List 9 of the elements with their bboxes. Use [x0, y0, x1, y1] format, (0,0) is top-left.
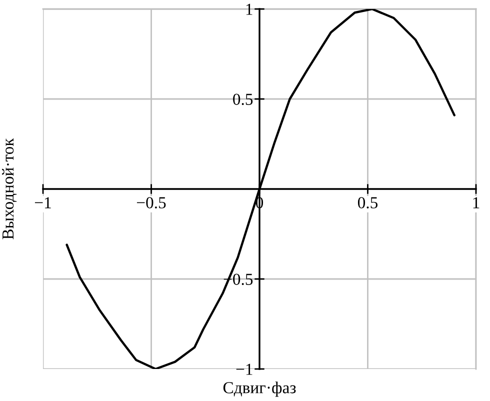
- x-tick-label: 0.5: [358, 197, 378, 208]
- y-tick-label: 1: [246, 4, 252, 15]
- y-tick-label: −1: [236, 364, 252, 375]
- x-tick-label: −1: [34, 197, 51, 208]
- x-tick-label: −0.5: [136, 197, 166, 208]
- x-axis-title: Сдвиг·фаз: [223, 382, 296, 397]
- y-tick-label: 0.5: [233, 94, 253, 106]
- y-axis-title: Выходной·ток: [2, 138, 17, 240]
- x-tick-label: 1: [473, 197, 480, 208]
